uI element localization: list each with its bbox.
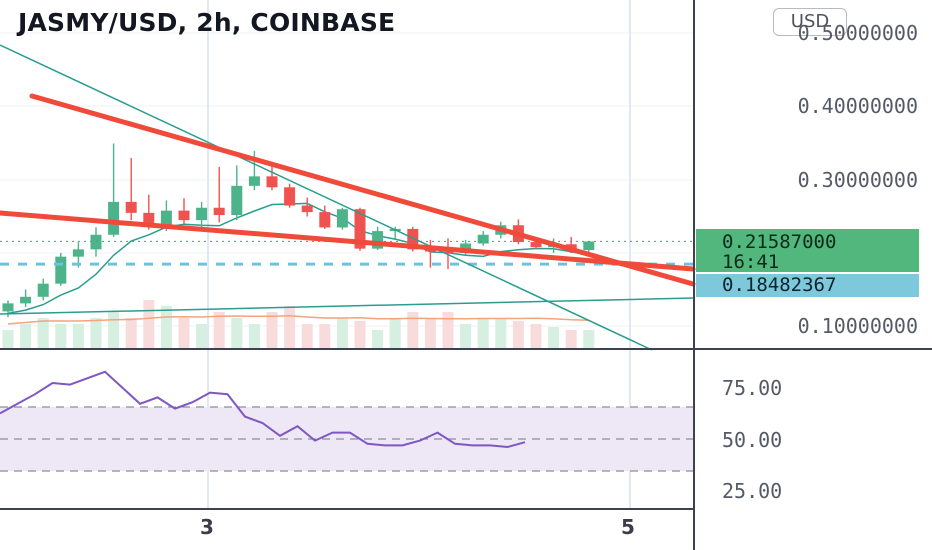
upper-wedge-trendline bbox=[29, 93, 696, 287]
volume-bar bbox=[213, 312, 225, 348]
time-tick-label: 5 bbox=[621, 515, 635, 539]
trendlines[interactable] bbox=[0, 44, 696, 351]
volume-bar bbox=[354, 321, 366, 348]
volume-bar bbox=[565, 330, 577, 348]
volume-bar bbox=[460, 324, 472, 348]
volume-bar bbox=[477, 318, 489, 348]
bearish-candle bbox=[442, 251, 454, 254]
volume-bar bbox=[266, 312, 278, 348]
bullish-candle bbox=[55, 256, 67, 284]
volume-bar bbox=[125, 318, 137, 348]
bullish-candle bbox=[108, 201, 120, 235]
volume-bar bbox=[143, 300, 155, 348]
lower-wedge-trendline bbox=[0, 210, 696, 272]
volume-bar bbox=[583, 330, 595, 348]
bearish-candle bbox=[284, 187, 296, 206]
descending-trendline bbox=[0, 44, 653, 351]
volume-bar bbox=[512, 321, 524, 348]
volume-bar bbox=[284, 306, 296, 348]
bearish-candle bbox=[424, 249, 436, 252]
line-price-badge: 0.18482367 bbox=[696, 274, 919, 297]
bullish-candle bbox=[160, 210, 172, 226]
bar-countdown: 16:41 bbox=[722, 251, 780, 273]
volume-bar bbox=[72, 324, 84, 348]
time-tick-label: 3 bbox=[200, 515, 214, 539]
price-tick-label: 0.30000000 bbox=[797, 168, 918, 192]
volume-bar bbox=[90, 318, 102, 348]
volume-bar bbox=[495, 318, 507, 348]
bullish-candle bbox=[336, 209, 348, 228]
volume-bar bbox=[301, 324, 313, 348]
volume-bar bbox=[20, 324, 32, 348]
bearish-candle bbox=[319, 212, 331, 228]
volume-bar bbox=[424, 318, 436, 348]
price-tick-label: 0.50000000 bbox=[797, 21, 918, 45]
bullish-candle bbox=[20, 296, 32, 304]
volume-bar bbox=[2, 330, 14, 348]
rsi-tick-label: 25.00 bbox=[722, 479, 783, 503]
volume-bar bbox=[248, 324, 260, 348]
bullish-candle bbox=[196, 207, 208, 221]
rsi-tick-label: 75.00 bbox=[722, 376, 783, 400]
bullish-candle bbox=[477, 234, 489, 244]
support-trendline bbox=[0, 297, 694, 315]
volume-bar bbox=[389, 318, 401, 348]
bullish-candle bbox=[72, 249, 84, 257]
volume-bar bbox=[231, 318, 243, 348]
chart-title: JASMY/USD, 2h, COINBASE bbox=[18, 8, 396, 37]
bearish-candle bbox=[407, 228, 419, 250]
bearish-candle bbox=[530, 242, 542, 248]
bullish-candle bbox=[90, 234, 102, 250]
bullish-candle bbox=[37, 283, 49, 297]
last-price-badge: 0.21587000 16:41 bbox=[696, 229, 919, 272]
volume-bar bbox=[372, 330, 384, 348]
volume-bar bbox=[160, 306, 172, 348]
volume-bar bbox=[196, 324, 208, 348]
volume-bar bbox=[407, 312, 419, 348]
volume-bar bbox=[336, 318, 348, 348]
bearish-candle bbox=[301, 205, 313, 213]
last-price-value: 0.21587000 bbox=[722, 231, 837, 253]
bearish-candle bbox=[354, 209, 366, 249]
bullish-candle bbox=[2, 303, 14, 312]
price-tick-label: 0.10000000 bbox=[797, 314, 918, 338]
volume-bar bbox=[178, 318, 190, 348]
volume-bar bbox=[442, 312, 454, 348]
rsi-tick-label: 50.00 bbox=[722, 428, 783, 452]
volume-bars bbox=[2, 300, 595, 348]
bearish-candle bbox=[213, 207, 225, 216]
volume-bar bbox=[548, 327, 560, 348]
volume-bar bbox=[319, 324, 331, 348]
bearish-candle bbox=[125, 201, 137, 213]
bullish-candle bbox=[231, 185, 243, 216]
bullish-candle bbox=[372, 231, 384, 249]
volume-bar bbox=[108, 312, 120, 348]
rsi-line bbox=[0, 370, 526, 449]
bearish-candle bbox=[266, 176, 278, 188]
volume-bar bbox=[530, 324, 542, 348]
bullish-candle bbox=[248, 176, 260, 186]
volume-moving-average bbox=[7, 314, 589, 325]
rsi-pane bbox=[0, 370, 693, 472]
bullish-candle bbox=[583, 241, 595, 251]
bearish-candle bbox=[143, 212, 155, 226]
volume-bar bbox=[55, 324, 67, 348]
bearish-candle bbox=[178, 210, 190, 221]
volume-bar bbox=[37, 318, 49, 348]
currency-button[interactable]: USD bbox=[773, 8, 847, 36]
price-tick-label: 0.40000000 bbox=[797, 94, 918, 118]
